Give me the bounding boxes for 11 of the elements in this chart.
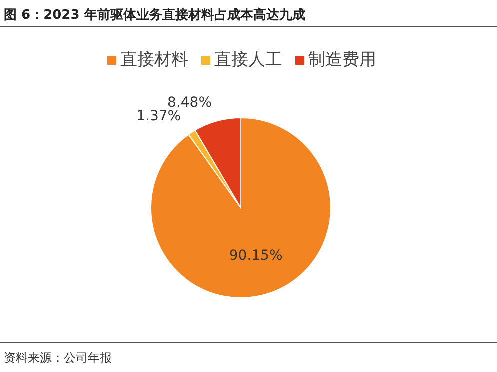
data-label: 1.37% (136, 108, 182, 125)
text: 资料来源：公司年报 (4, 351, 112, 365)
chart-title: 图 6：2023 年前驱体业务直接材料占成本高达九成 (4, 7, 306, 23)
legend-item: 制造费用 (296, 50, 376, 70)
data-label: 8.48% (168, 94, 212, 111)
legend-item: 直接人工 (202, 50, 282, 70)
legend-label: 制造费用 (308, 50, 376, 70)
legend-item: 直接材料 (108, 50, 188, 70)
legend-label: 直接材料 (120, 50, 188, 70)
data-label: 90.15% (229, 248, 283, 264)
legend-label: 直接人工 (214, 50, 282, 70)
